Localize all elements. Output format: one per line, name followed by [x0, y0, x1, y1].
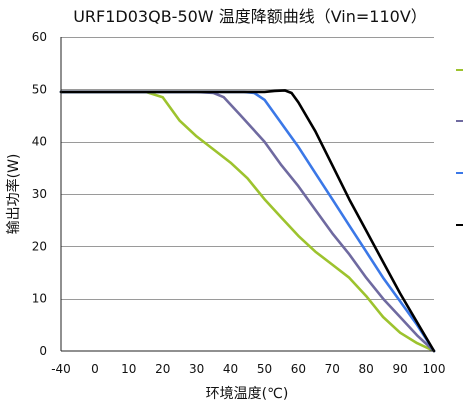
series-line-2 [59, 90, 436, 353]
axes [60, 37, 434, 352]
legend [456, 69, 463, 226]
x-tick-label: 80 [359, 362, 374, 376]
series-lines [59, 89, 436, 353]
x-tick-labels: -40 0 10 20 30 40 50 60 70 80 90 100 [51, 362, 445, 376]
series-line-1 [59, 90, 436, 353]
y-tick-label: 50 [32, 82, 47, 96]
x-tick-label: 50 [257, 362, 272, 376]
x-tick-label: 30 [189, 362, 204, 376]
x-tick-label: 90 [392, 362, 407, 376]
x-tick-label: 0 [91, 362, 99, 376]
grid-lines [61, 37, 434, 300]
x-tick-label: -40 [51, 362, 71, 376]
series-line-3 [59, 90, 436, 353]
x-tick-label: 100 [423, 362, 446, 376]
chart-title: URF1D03QB-50W 温度降额曲线（Vin=110V） [73, 7, 427, 26]
y-tick-label: 0 [39, 344, 47, 358]
x-tick-label: 70 [325, 362, 340, 376]
y-tick-label: 40 [32, 135, 47, 149]
y-tick-label: 60 [32, 30, 47, 44]
x-tick-label: 10 [121, 362, 136, 376]
x-axis-label: 环境温度(℃) [206, 386, 289, 402]
y-tick-label: 30 [32, 187, 47, 201]
series-line-4 [59, 89, 436, 353]
x-tick-label: 60 [291, 362, 306, 376]
x-tick-label: 40 [223, 362, 238, 376]
y-tick-label: 10 [32, 292, 47, 306]
y-tick-label: 20 [32, 239, 47, 253]
x-tick-label: 20 [155, 362, 170, 376]
y-axis-label: 输出功率(W) [5, 154, 22, 235]
y-tick-labels: 0 10 20 30 40 50 60 [32, 30, 47, 358]
